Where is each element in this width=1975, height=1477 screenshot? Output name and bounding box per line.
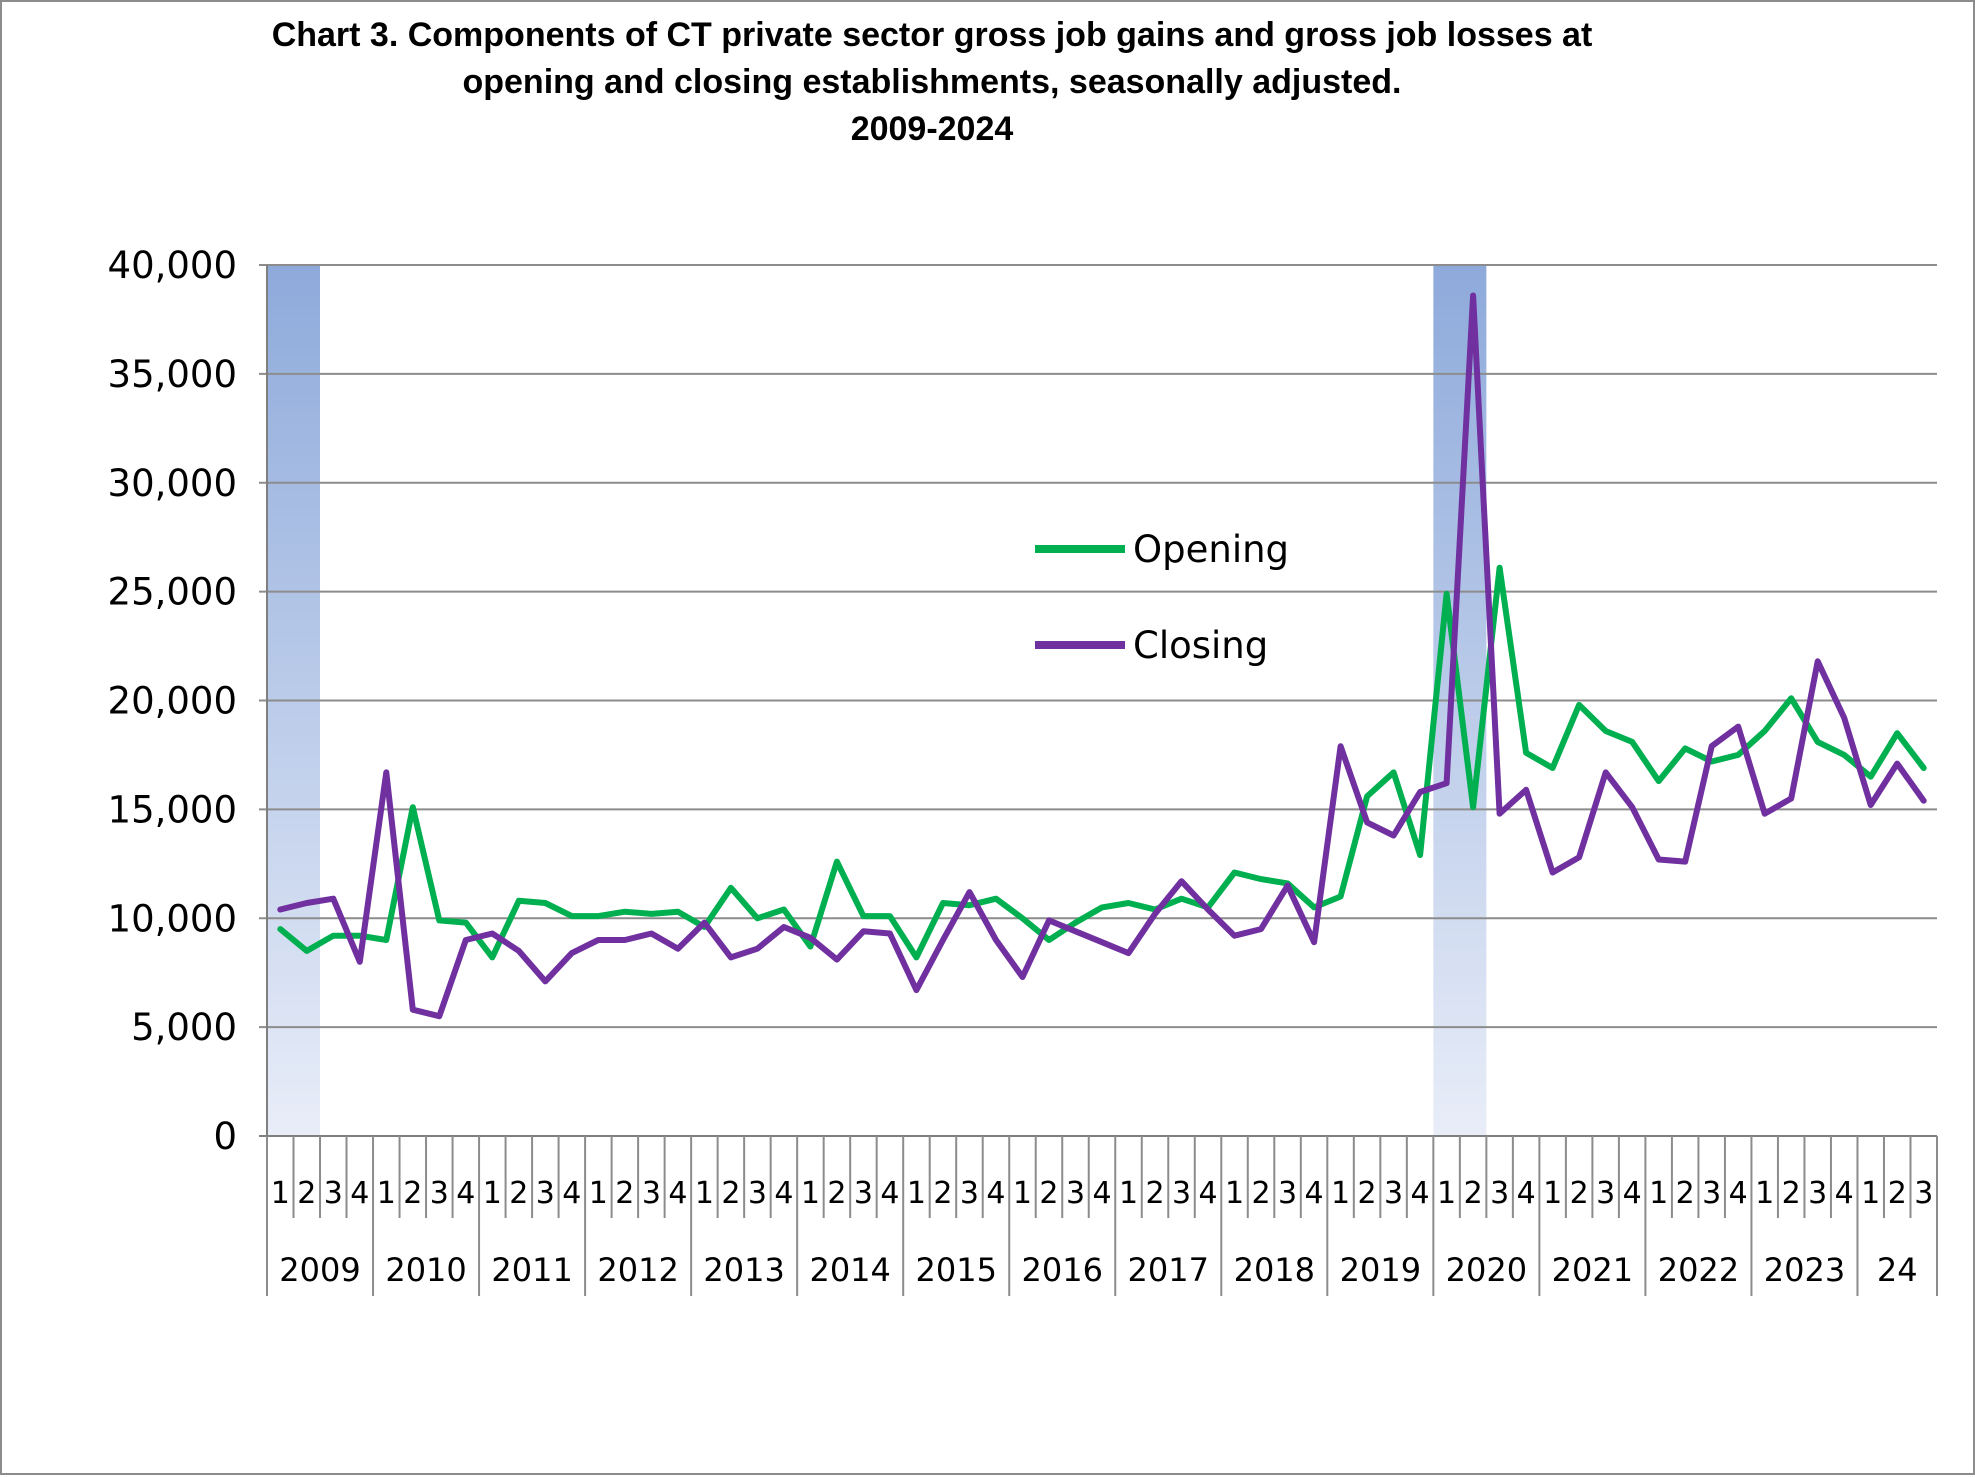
x-quarter-label: 2 <box>1039 1176 1058 1211</box>
x-year-label: 2022 <box>1658 1251 1739 1289</box>
x-quarter-label: 4 <box>456 1176 475 1211</box>
x-quarter-label: 3 <box>1278 1176 1297 1211</box>
x-quarter-label: 1 <box>1013 1176 1032 1211</box>
legend: Opening Closing <box>1035 528 1289 667</box>
x-quarter-label: 4 <box>1517 1176 1536 1211</box>
x-year-label: 2017 <box>1128 1251 1209 1289</box>
series-line-opening <box>280 568 1923 958</box>
x-quarter-label: 1 <box>1225 1176 1244 1211</box>
x-quarter-label: 1 <box>1331 1176 1350 1211</box>
x-quarter-label: 2 <box>1570 1176 1589 1211</box>
x-quarter-label: 1 <box>907 1176 926 1211</box>
x-quarter-label: 4 <box>1623 1176 1642 1211</box>
x-quarter-label: 3 <box>854 1176 873 1211</box>
x-quarter-label: 1 <box>1649 1176 1668 1211</box>
x-quarter-label: 2 <box>1676 1176 1695 1211</box>
x-year-label: 2010 <box>385 1251 466 1289</box>
x-quarter-label: 4 <box>1729 1176 1748 1211</box>
x-quarter-label: 4 <box>562 1176 581 1211</box>
x-year-label: 2011 <box>491 1251 572 1289</box>
x-quarter-label: 3 <box>430 1176 449 1211</box>
x-quarter-label: 4 <box>1835 1176 1854 1211</box>
x-quarter-label: 3 <box>1384 1176 1403 1211</box>
x-quarter-label: 3 <box>1914 1176 1933 1211</box>
x-quarter-label: 3 <box>1066 1176 1085 1211</box>
x-year-label: 2020 <box>1446 1251 1527 1289</box>
x-quarter-label: 4 <box>668 1176 687 1211</box>
x-quarter-label: 2 <box>615 1176 634 1211</box>
x-quarter-label: 1 <box>1543 1176 1562 1211</box>
legend-label-opening: Opening <box>1133 528 1289 571</box>
x-year-label: 2016 <box>1022 1251 1103 1289</box>
x-quarter-label: 3 <box>1702 1176 1721 1211</box>
x-quarter-label: 2 <box>1782 1176 1801 1211</box>
x-quarter-label: 3 <box>748 1176 767 1211</box>
x-quarter-label: 3 <box>1808 1176 1827 1211</box>
x-year-label: 2009 <box>279 1251 360 1289</box>
x-quarter-label: 3 <box>324 1176 343 1211</box>
x-quarter-label: 4 <box>1092 1176 1111 1211</box>
x-quarter-label: 2 <box>1464 1176 1483 1211</box>
y-tick-label: 20,000 <box>108 680 237 723</box>
x-quarter-label: 4 <box>350 1176 369 1211</box>
x-quarter-label: 1 <box>1437 1176 1456 1211</box>
x-quarter-label: 2 <box>1888 1176 1907 1211</box>
x-quarter-label: 4 <box>1411 1176 1430 1211</box>
x-quarter-label: 4 <box>986 1176 1005 1211</box>
y-tick-label: 30,000 <box>108 462 237 505</box>
x-quarter-label: 2 <box>1252 1176 1271 1211</box>
x-quarter-label: 2 <box>509 1176 528 1211</box>
x-year-label: 24 <box>1877 1251 1918 1289</box>
x-quarter-label: 1 <box>1755 1176 1774 1211</box>
x-quarter-label: 3 <box>1172 1176 1191 1211</box>
gridlines <box>259 265 1937 1136</box>
x-quarter-label: 3 <box>1596 1176 1615 1211</box>
x-quarter-label: 1 <box>589 1176 608 1211</box>
x-year-label: 2023 <box>1764 1251 1845 1289</box>
x-year-label: 2019 <box>1340 1251 1421 1289</box>
x-quarter-label: 2 <box>721 1176 740 1211</box>
x-year-label: 2021 <box>1552 1251 1633 1289</box>
x-quarter-label: 2 <box>827 1176 846 1211</box>
x-year-label: 2015 <box>915 1251 996 1289</box>
x-quarter-label: 1 <box>1861 1176 1880 1211</box>
y-tick-label: 5,000 <box>131 1006 237 1049</box>
x-quarter-label: 4 <box>774 1176 793 1211</box>
x-quarter-label: 1 <box>801 1176 820 1211</box>
x-quarter-label: 2 <box>297 1176 316 1211</box>
x-quarter-label: 1 <box>377 1176 396 1211</box>
x-quarter-label: 2 <box>403 1176 422 1211</box>
legend-label-closing: Closing <box>1133 624 1268 667</box>
x-quarter-label: 1 <box>483 1176 502 1211</box>
x-quarter-label: 1 <box>271 1176 290 1211</box>
x-quarter-label: 3 <box>960 1176 979 1211</box>
x-quarter-label: 1 <box>695 1176 714 1211</box>
y-tick-label: 15,000 <box>108 788 237 831</box>
x-quarter-label: 4 <box>1198 1176 1217 1211</box>
y-tick-label: 35,000 <box>108 353 237 396</box>
x-quarter-label: 2 <box>1358 1176 1377 1211</box>
y-tick-label: 0 <box>213 1115 237 1158</box>
x-year-label: 2018 <box>1234 1251 1315 1289</box>
x-year-label: 2013 <box>703 1251 784 1289</box>
x-year-label: 2012 <box>597 1251 678 1289</box>
x-quarter-label: 4 <box>1305 1176 1324 1211</box>
y-tick-label: 25,000 <box>108 571 237 614</box>
y-axis: 0 5,000 10,000 15,000 20,000 25,000 30,000 35,0… <box>108 244 267 1158</box>
x-quarter-label: 2 <box>933 1176 952 1211</box>
x-quarter-label: 3 <box>536 1176 555 1211</box>
x-year-label: 2014 <box>809 1251 890 1289</box>
x-quarter-label: 4 <box>880 1176 899 1211</box>
y-tick-label: 10,000 <box>108 897 237 940</box>
x-quarter-label: 3 <box>642 1176 661 1211</box>
series-layer <box>280 295 1924 1016</box>
y-tick-label: 40,000 <box>108 244 237 287</box>
x-quarter-label: 1 <box>1119 1176 1138 1211</box>
x-quarter-label: 2 <box>1145 1176 1164 1211</box>
x-quarter-label: 3 <box>1490 1176 1509 1211</box>
